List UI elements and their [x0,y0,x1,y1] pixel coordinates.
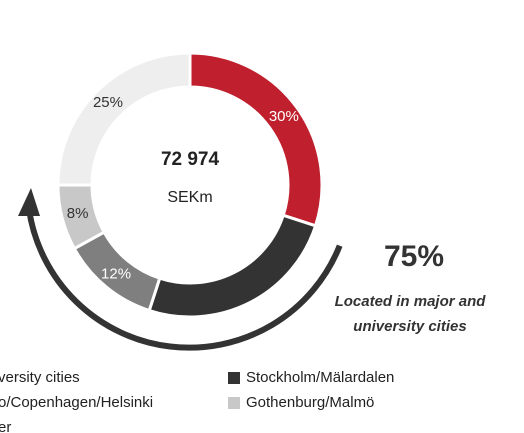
center-label: SEKm [167,189,212,206]
legend-label: Stockholm/Mälardalen [246,369,394,386]
legend-swatch [228,372,240,384]
legend-label: o/Copenhagen/Helsinki [0,394,153,411]
donut-segment [56,51,192,187]
legend-label: Gothenburg/Malmö [246,394,374,411]
value-label: 12% [101,265,131,282]
value-label: 30% [269,108,299,125]
arrow-head [18,188,40,216]
donut-segment [147,213,318,319]
arrow-arc [25,208,343,351]
annotation-value: 75% [384,240,444,273]
center-value: 72 974 [161,149,220,170]
legend-label: versity cities [0,369,80,386]
annotation-text: Located in major and [335,293,487,310]
legend-swatch [228,397,240,409]
value-label: 25% [93,94,123,111]
legend-label: er [0,419,11,433]
annotation-text: university cities [353,318,466,335]
value-label: 25% [228,279,258,296]
value-label: 8% [67,205,89,222]
